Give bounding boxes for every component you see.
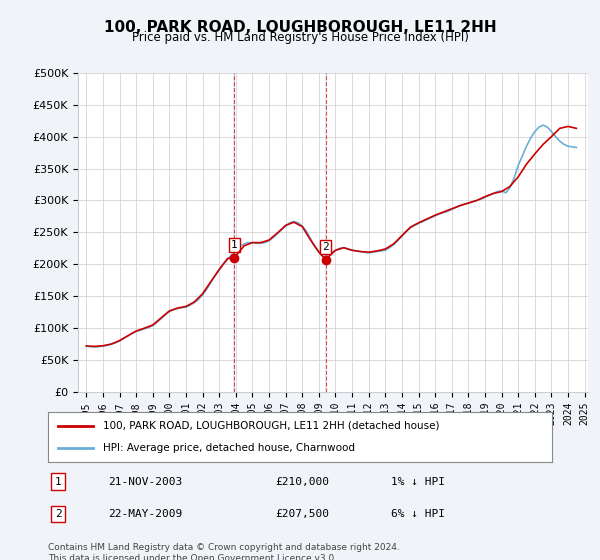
Text: 1: 1 xyxy=(231,240,238,250)
Bar xyxy=(233,73,235,392)
Text: 2: 2 xyxy=(322,242,329,252)
Text: 100, PARK ROAD, LOUGHBOROUGH, LE11 2HH: 100, PARK ROAD, LOUGHBOROUGH, LE11 2HH xyxy=(104,20,496,35)
Text: Contains HM Land Registry data © Crown copyright and database right 2024.
This d: Contains HM Land Registry data © Crown c… xyxy=(48,543,400,560)
Text: 1% ↓ HPI: 1% ↓ HPI xyxy=(391,477,445,487)
Text: Price paid vs. HM Land Registry's House Price Index (HPI): Price paid vs. HM Land Registry's House … xyxy=(131,31,469,44)
Text: £207,500: £207,500 xyxy=(275,509,329,519)
Text: 100, PARK ROAD, LOUGHBOROUGH, LE11 2HH (detached house): 100, PARK ROAD, LOUGHBOROUGH, LE11 2HH (… xyxy=(103,421,440,431)
Text: HPI: Average price, detached house, Charnwood: HPI: Average price, detached house, Char… xyxy=(103,443,355,453)
Text: 2: 2 xyxy=(55,509,61,519)
Text: 21-NOV-2003: 21-NOV-2003 xyxy=(109,477,183,487)
Text: 1: 1 xyxy=(55,477,61,487)
Bar xyxy=(325,73,326,392)
Text: 6% ↓ HPI: 6% ↓ HPI xyxy=(391,509,445,519)
Text: £210,000: £210,000 xyxy=(275,477,329,487)
Text: 22-MAY-2009: 22-MAY-2009 xyxy=(109,509,183,519)
